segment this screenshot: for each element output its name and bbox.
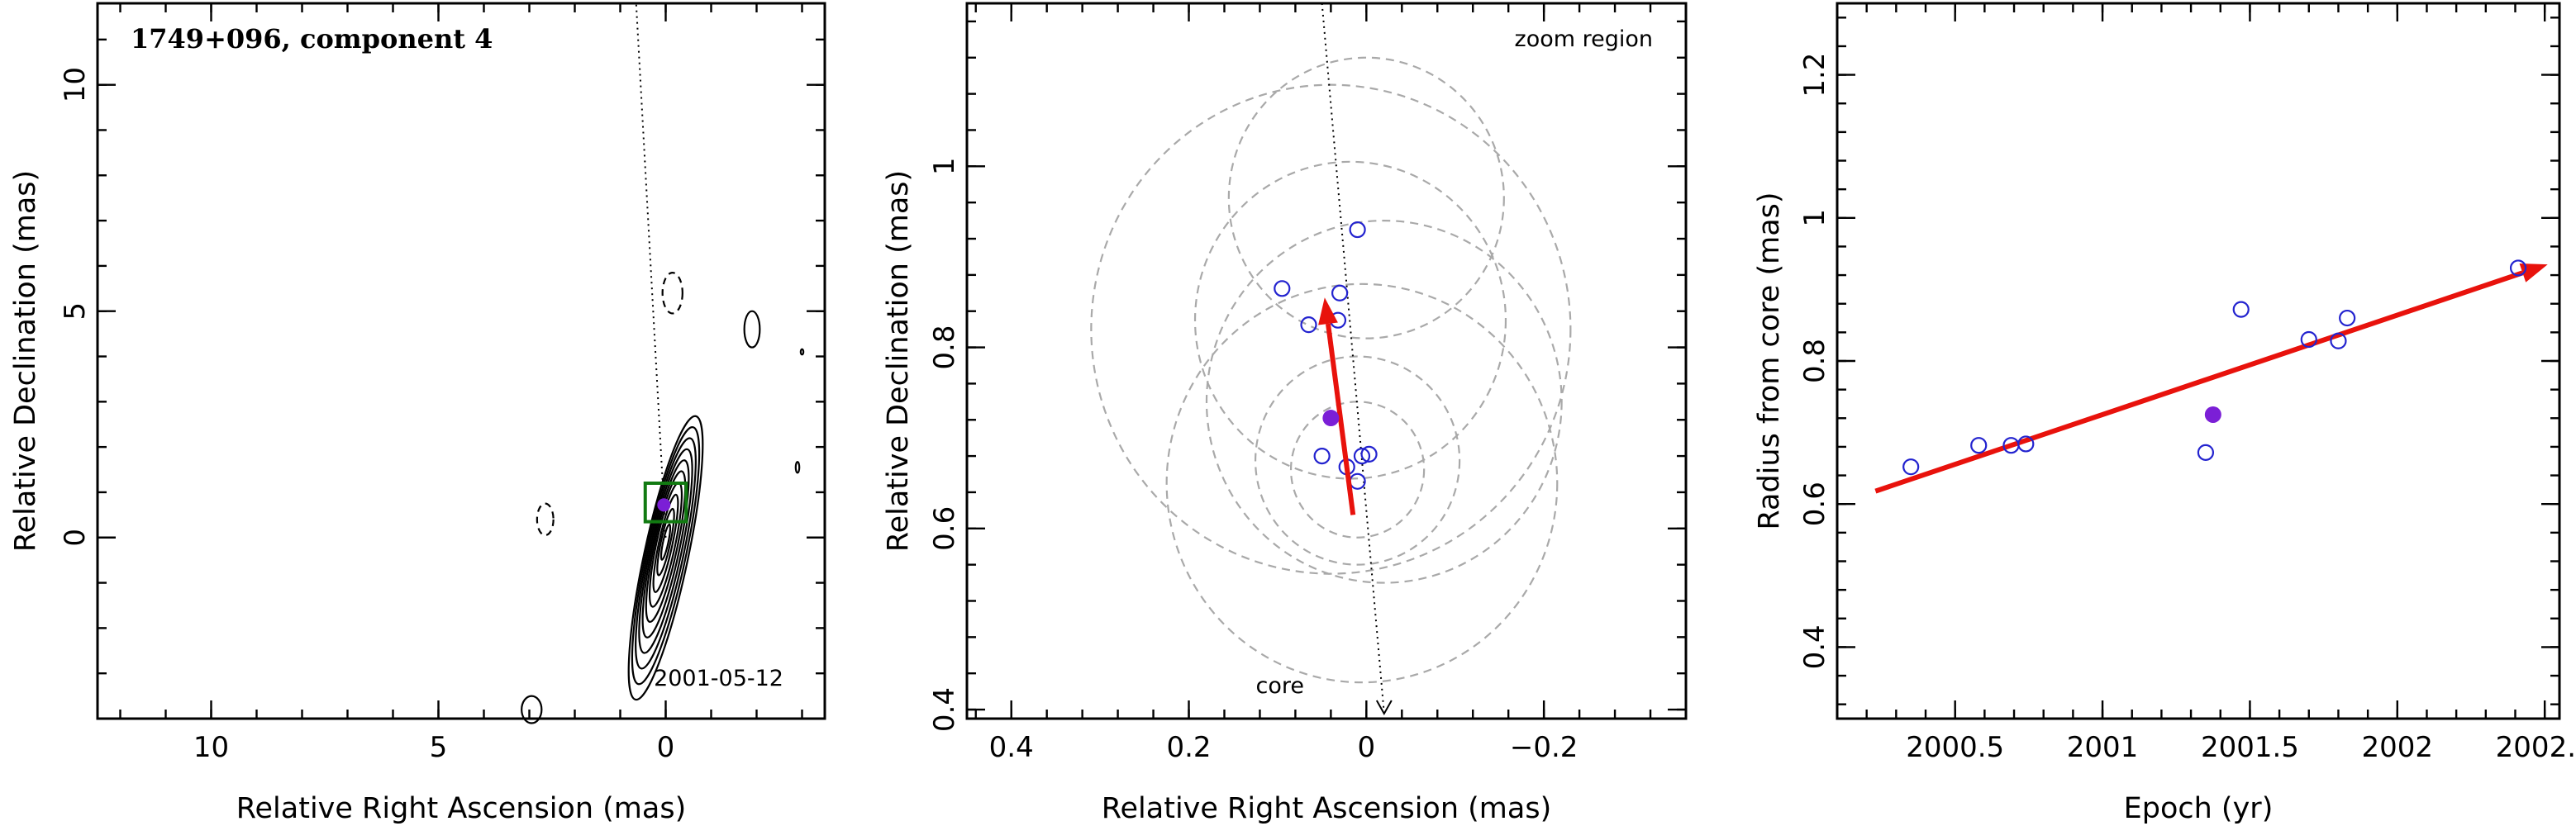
radius-y-tick-label: 0.4 bbox=[1798, 624, 1831, 669]
core-direction-arrowhead bbox=[1375, 700, 1393, 716]
core-contour-level bbox=[638, 448, 693, 654]
contour-x-tick-label: 0 bbox=[657, 731, 675, 764]
contour-y-tick-label: 10 bbox=[59, 67, 92, 102]
contour-y-tick-label: 0 bbox=[59, 529, 92, 547]
zoom-axis-ticks: 0.4 0.2 0 −0.2 0.4 0.6 0.8 1 bbox=[928, 3, 1686, 764]
radius-plot-frame bbox=[1836, 2, 2561, 720]
core-contour-level bbox=[641, 459, 690, 638]
radius-epoch-point bbox=[2232, 301, 2250, 318]
radius-data-marks bbox=[1874, 259, 2548, 494]
radius-epoch-point bbox=[2017, 435, 2035, 453]
radius-y-axis-label: Radius from core (mas) bbox=[1753, 192, 1786, 529]
motion-vector-arrow-shaft bbox=[1326, 323, 1356, 515]
contour-x-tick-label: 10 bbox=[193, 731, 229, 764]
zoom-y-axis-label: Relative Declination (mas) bbox=[882, 170, 915, 552]
component-position-point bbox=[1349, 221, 1366, 239]
zoom-data-marks bbox=[1274, 2, 1393, 716]
contour-blob bbox=[799, 348, 805, 356]
radius-y-tick-label: 1.2 bbox=[1798, 53, 1831, 97]
contour-y-axis-label: Relative Declination (mas) bbox=[9, 170, 42, 552]
core-contour-level bbox=[659, 523, 672, 561]
zoom-x-axis-label: Relative Right Ascension (mas) bbox=[1102, 792, 1551, 825]
radius-epoch-point bbox=[2300, 330, 2317, 349]
contour-plot-frame bbox=[96, 2, 826, 720]
position-error-circle bbox=[1090, 83, 1572, 575]
component-position-point bbox=[1349, 472, 1366, 490]
zoom-x-tick-label: 0 bbox=[1358, 731, 1376, 764]
zoom-x-tick-label: −0.2 bbox=[1510, 731, 1578, 764]
contour-date-label: 2001-05-12 bbox=[654, 666, 783, 691]
contour-x-tick-label: 5 bbox=[430, 731, 448, 764]
core-contour-level bbox=[645, 470, 687, 624]
component-marker bbox=[657, 498, 671, 512]
core-contour-level bbox=[627, 415, 704, 701]
radius-x-tick-label: 2000.5 bbox=[1906, 731, 2004, 764]
zoom-x-tick-label: 0.4 bbox=[989, 731, 1034, 764]
current-epoch-point bbox=[2204, 406, 2221, 423]
radius-axis-ticks: 2000.5 2001 2001.5 2002 2002.5 0.4 0.6 0.8 1 1.2 bbox=[1798, 3, 2576, 764]
zoom-region-label: zoom region bbox=[1515, 26, 1653, 52]
radius-epoch-point bbox=[1970, 437, 1988, 454]
component-position-point bbox=[1360, 445, 1378, 463]
radius-y-tick-label: 0.6 bbox=[1798, 482, 1831, 526]
zoom-region-box bbox=[643, 481, 688, 524]
component-position-point bbox=[1313, 448, 1331, 465]
radius-panel: 2000.520012001.520022002.50.40.60.811.2 … bbox=[1753, 2, 2576, 825]
jet-direction-line bbox=[635, 2, 667, 538]
component-position-point bbox=[1300, 316, 1317, 334]
component-position-point bbox=[1331, 284, 1349, 301]
core-label: core bbox=[1256, 673, 1304, 699]
radius-x-tick-label: 2001.5 bbox=[2201, 731, 2299, 764]
contour-blob bbox=[794, 461, 801, 474]
contour-blob bbox=[536, 502, 555, 537]
component-position-point bbox=[1274, 280, 1291, 297]
position-error-circle bbox=[1205, 219, 1563, 584]
radius-epoch-point bbox=[2509, 259, 2527, 277]
core-contour-level bbox=[656, 507, 675, 577]
radius-epoch-point bbox=[1902, 458, 1920, 476]
zoom-x-tick-label: 0.2 bbox=[1166, 731, 1211, 764]
radius-y-tick-label: 1 bbox=[1798, 209, 1831, 227]
motion-vector-arrow-head bbox=[1318, 297, 1338, 325]
radius-x-tick-label: 2001 bbox=[2067, 731, 2139, 764]
position-error-circle bbox=[1289, 401, 1426, 539]
core-contour-level bbox=[635, 437, 697, 670]
contour-lines bbox=[521, 2, 805, 724]
contour-blob bbox=[743, 310, 761, 349]
position-error-circle bbox=[1165, 282, 1559, 684]
core-contour-level bbox=[631, 426, 701, 686]
position-error-circle bbox=[1254, 355, 1461, 566]
zoom-y-tick-label: 0.8 bbox=[928, 325, 961, 370]
position-error-circle bbox=[1227, 56, 1505, 339]
contour-x-axis-label: Relative Right Ascension (mas) bbox=[236, 792, 686, 825]
zoom-y-tick-label: 1 bbox=[928, 157, 961, 175]
radius-y-tick-label: 0.8 bbox=[1798, 339, 1831, 383]
linear-fit-arrow-shaft bbox=[1874, 270, 2524, 494]
radius-x-axis-label: Epoch (yr) bbox=[2124, 792, 2274, 825]
contour-blob bbox=[521, 695, 543, 724]
core-contour-level bbox=[652, 493, 679, 593]
contour-y-tick-label: 5 bbox=[59, 302, 92, 320]
radius-epoch-point bbox=[2197, 444, 2215, 461]
contour-plot-title: 1749+096, component 4 bbox=[131, 23, 493, 55]
component-position-point bbox=[1353, 448, 1371, 465]
zoom-y-tick-label: 0.4 bbox=[928, 687, 961, 732]
zoom-panel: 0.4 0.2 0 −0.2 0.4 0.6 0.8 1 zoom region core R… bbox=[882, 2, 1688, 825]
radius-epoch-point bbox=[2330, 332, 2347, 349]
radius-x-tick-label: 2002 bbox=[2362, 731, 2434, 764]
current-epoch-point bbox=[1322, 410, 1340, 427]
contour-axis-ticks: 10 5 0 0 5 10 bbox=[59, 3, 825, 764]
contour-blob bbox=[661, 272, 683, 315]
radius-x-tick-label: 2002.5 bbox=[2496, 731, 2576, 764]
zoom-plot-frame bbox=[965, 2, 1688, 720]
zoom-y-tick-label: 0.6 bbox=[928, 506, 961, 551]
radius-epoch-point bbox=[2339, 309, 2356, 327]
zoom-error-circles bbox=[1090, 56, 1572, 684]
contour-panel: 10 5 0 0 5 10 1749+096, component 4 2001-05-1… bbox=[9, 2, 826, 825]
